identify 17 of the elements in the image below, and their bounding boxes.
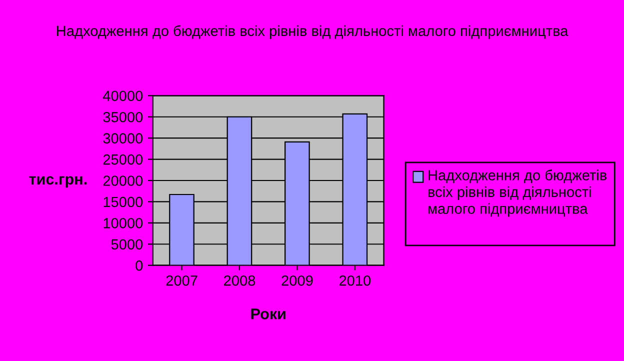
- chart-title: Надходження до бюджетів всіх рівнів від діяльності малого підприємництва: [57, 25, 568, 39]
- x-tick-label: 2010: [339, 275, 371, 286]
- x-tick-label: 2009: [282, 275, 313, 286]
- y-tick-label: 15000: [104, 196, 143, 208]
- x-axis-title: Роки: [251, 308, 286, 320]
- x-tick-label: 2007: [166, 275, 198, 286]
- y-tick-label: 35000: [103, 112, 143, 122]
- y-tick-label: 30000: [103, 133, 143, 144]
- y-axis-title: тис.грн.: [29, 176, 87, 188]
- y-tick-label: 10000: [104, 218, 143, 228]
- y-tick-label: 5000: [111, 239, 143, 250]
- legend-label: Надходження до бюджетів всіх рівнів від діяльності малого підприємництва: [428, 170, 606, 217]
- y-tick-label: 40000: [102, 90, 143, 102]
- y-tick-label: 0: [136, 260, 143, 271]
- y-tick-label: 25000: [103, 154, 143, 165]
- x-tick-label: 2008: [224, 275, 256, 286]
- y-tick-label: 20000: [103, 176, 143, 186]
